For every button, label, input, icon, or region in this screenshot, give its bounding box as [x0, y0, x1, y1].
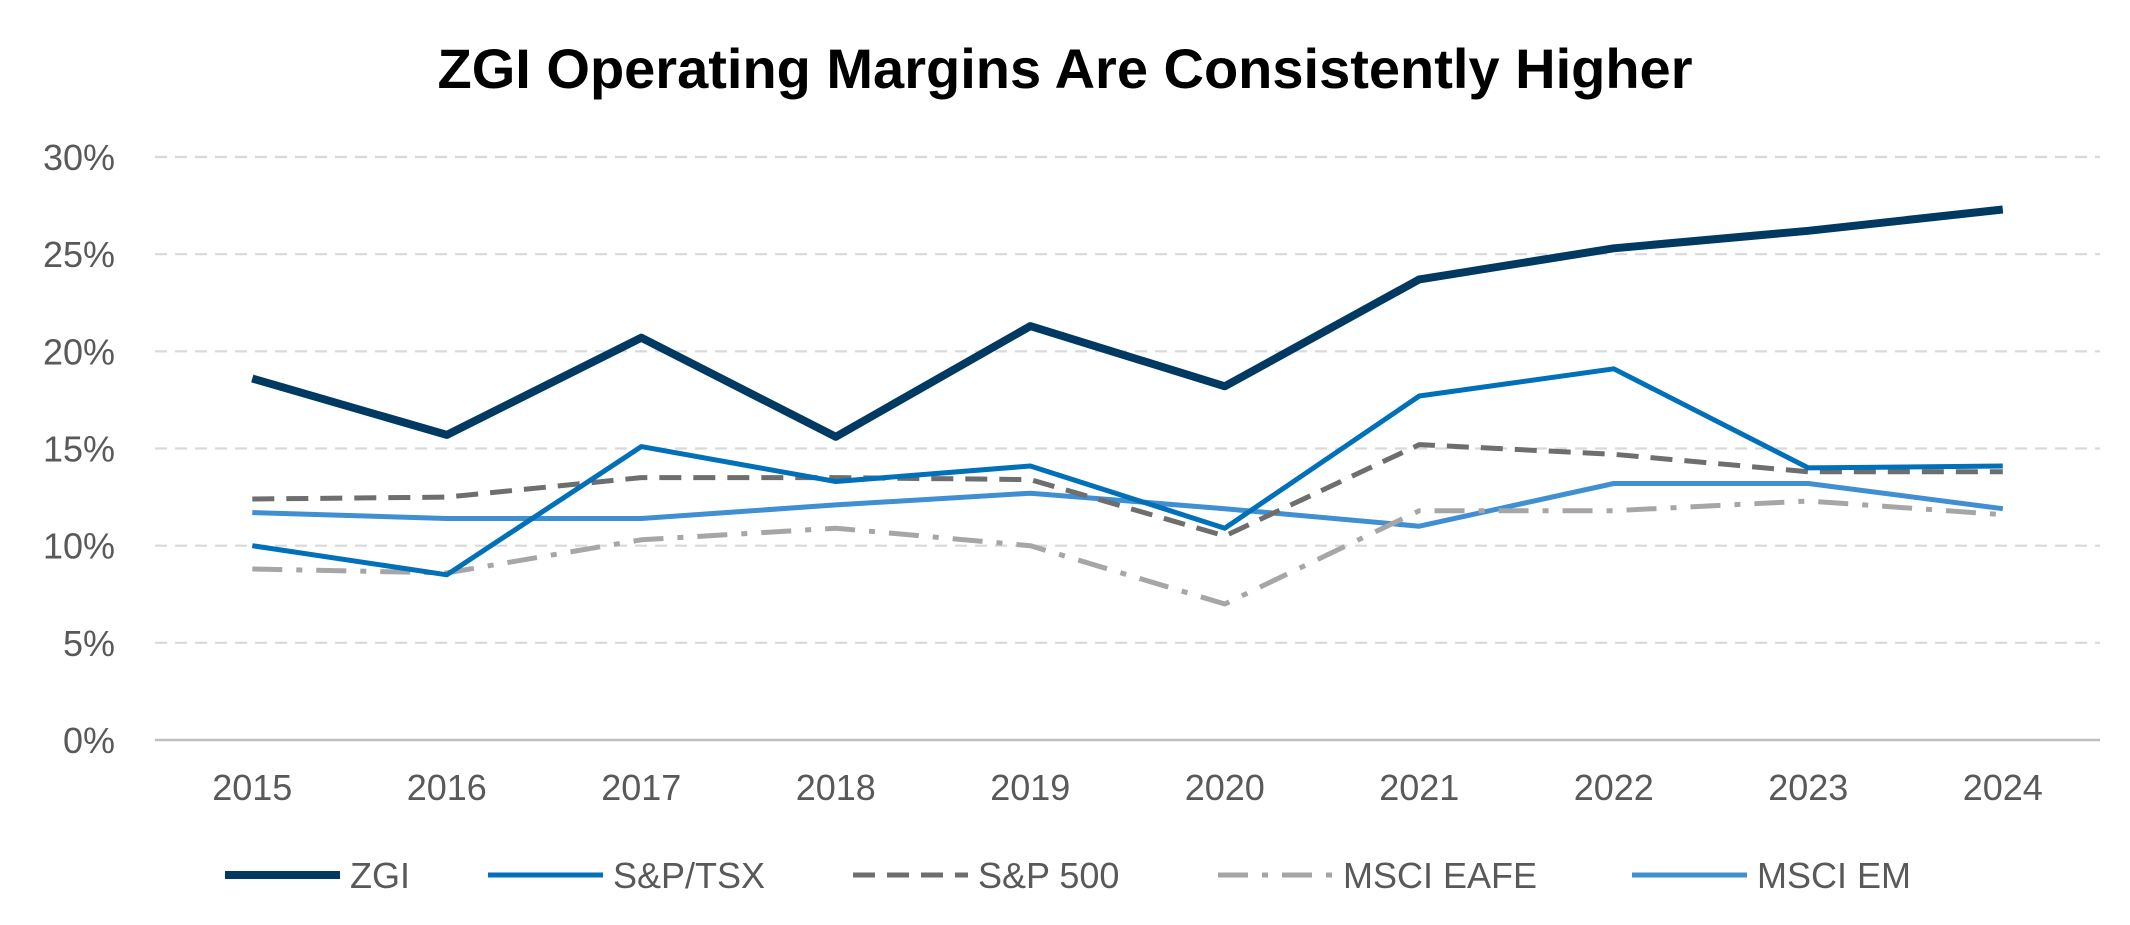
- x-tick-label: 2023: [1768, 767, 1848, 808]
- x-tick-label: 2019: [990, 767, 1070, 808]
- legend-label: ZGI: [350, 855, 410, 896]
- y-tick-label: 0%: [63, 720, 115, 761]
- gridlines: [155, 155, 2100, 644]
- x-tick-label: 2020: [1185, 767, 1265, 808]
- legend-item-msci-eafe: MSCI EAFE: [1218, 855, 1537, 896]
- x-tick-label: 2024: [1963, 767, 2043, 808]
- series-line-msci-eafe: [252, 498, 2003, 607]
- series-line-msci-em: [252, 481, 2004, 529]
- chart-title: ZGI Operating Margins Are Consistently H…: [438, 37, 1693, 100]
- legend-label: MSCI EAFE: [1343, 855, 1537, 896]
- x-tick-label: 2016: [407, 767, 487, 808]
- legend-item-zgi: ZGI: [225, 855, 410, 896]
- legend-label: S&P 500: [978, 855, 1119, 896]
- legend-item-s-p-tsx: S&P/TSX: [488, 855, 765, 896]
- series-line-s-p-tsx: [251, 366, 2003, 578]
- y-tick-label: 30%: [43, 137, 115, 178]
- series-line-s-p-500: [252, 442, 2003, 539]
- x-tick-label: 2018: [796, 767, 876, 808]
- y-tick-label: 10%: [43, 526, 115, 567]
- legend: ZGI S&P/TSX S&P 500 MSCI EAFE MSCI EM: [225, 855, 1911, 896]
- legend-label: S&P/TSX: [613, 855, 765, 896]
- x-tick-label: 2017: [601, 767, 681, 808]
- legend-item-s-p-500: S&P 500: [853, 855, 1119, 896]
- x-tick-label: 2021: [1379, 767, 1459, 808]
- x-tick-label: 2022: [1574, 767, 1654, 808]
- series-line-zgi: [251, 205, 2004, 441]
- legend-item-msci-em: MSCI EM: [1632, 855, 1911, 896]
- y-tick-label: 15%: [43, 429, 115, 470]
- y-tick-label: 20%: [43, 331, 115, 372]
- legend-label: MSCI EM: [1757, 855, 1911, 896]
- x-tick-label: 2015: [212, 767, 292, 808]
- y-tick-label: 5%: [63, 623, 115, 664]
- axes: 0% 5% 10% 15% 20% 25% 30% 2015 2016 2017 2018 2019 2…: [43, 137, 2100, 808]
- series-lines: [251, 205, 2004, 607]
- y-tick-label: 25%: [43, 234, 115, 275]
